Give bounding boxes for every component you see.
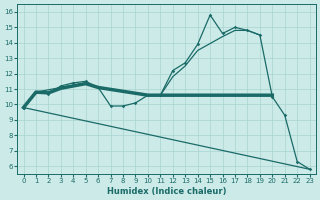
X-axis label: Humidex (Indice chaleur): Humidex (Indice chaleur) xyxy=(107,187,226,196)
